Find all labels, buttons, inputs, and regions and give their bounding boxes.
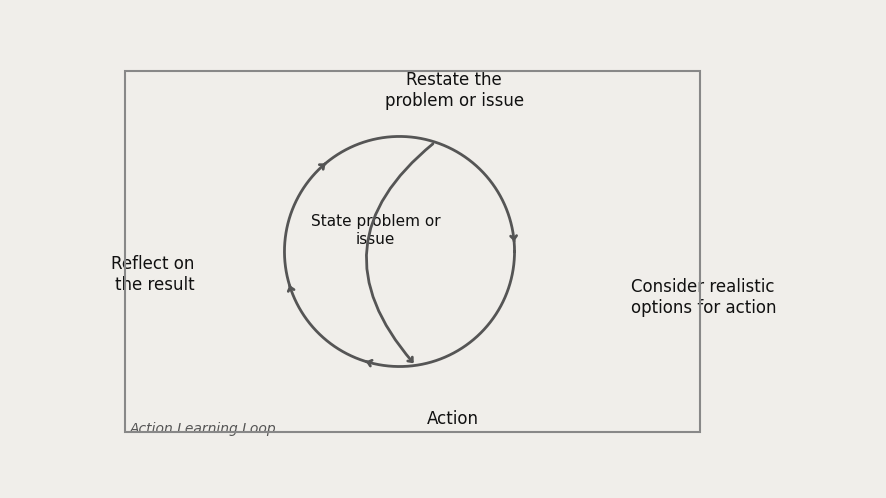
Text: Action Learning Loop: Action Learning Loop	[130, 421, 276, 436]
FancyArrowPatch shape	[367, 144, 433, 362]
Text: Action: Action	[427, 410, 478, 428]
Text: Restate the
problem or issue: Restate the problem or issue	[385, 71, 524, 110]
Bar	[125, 71, 700, 432]
Text: Consider realistic
options for action: Consider realistic options for action	[632, 278, 777, 317]
Text: State problem or
issue: State problem or issue	[311, 214, 440, 247]
Text: Reflect on
the result: Reflect on the result	[112, 255, 195, 294]
